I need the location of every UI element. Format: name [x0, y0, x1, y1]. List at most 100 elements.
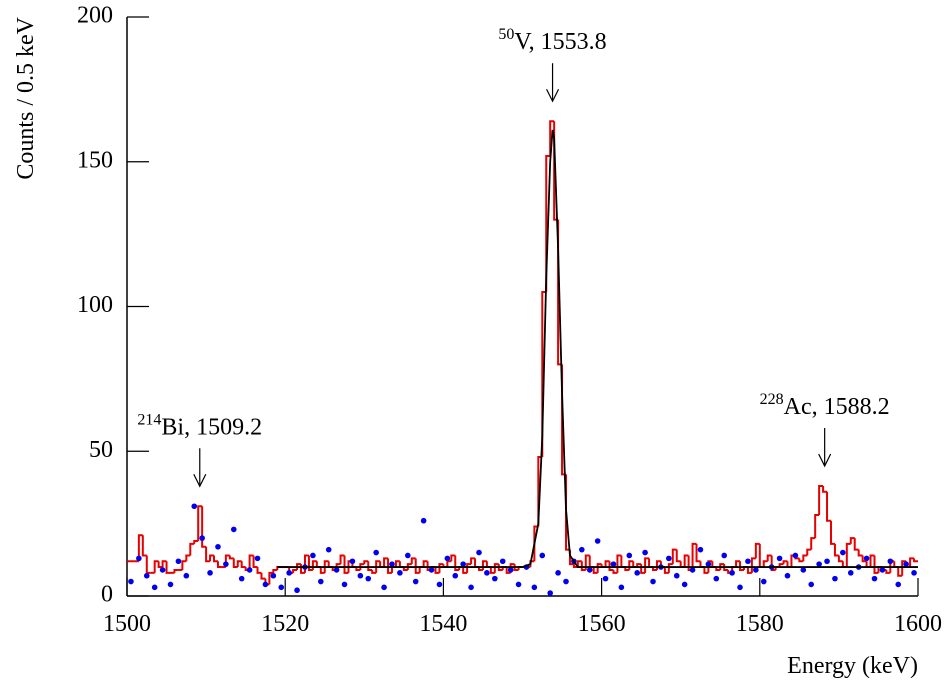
histogram-bin [228, 555, 234, 560]
histogram-bin [806, 548, 812, 556]
data-point [151, 584, 158, 591]
data-point [618, 584, 625, 591]
annotation-text: Ac, 1588.2 [784, 394, 890, 420]
histogram-bin [137, 534, 143, 562]
annotation: 228Ac, 1588.2 [760, 391, 890, 420]
histogram-bin [339, 554, 345, 565]
data-point [310, 552, 316, 559]
data-point [349, 558, 356, 565]
data-point [547, 590, 553, 596]
histogram-bin [837, 555, 843, 563]
data-point [452, 572, 459, 579]
data-point [341, 581, 348, 588]
x-tick-label: 1560 [578, 611, 626, 637]
x-axis-label: Energy (keV) [787, 653, 918, 679]
histogram-bin [691, 542, 697, 570]
data-point [254, 555, 261, 562]
histogram-bin [715, 567, 721, 571]
histogram-bin [719, 563, 725, 570]
histogram-bin [292, 568, 298, 573]
data-point [792, 552, 799, 559]
data-point [610, 561, 617, 567]
histogram-bin [703, 567, 709, 574]
data-point [317, 578, 324, 585]
data-point [666, 555, 672, 562]
histogram-bin [913, 558, 918, 563]
histogram-bin [667, 563, 673, 573]
data-point [428, 567, 435, 573]
histogram-bin [193, 539, 199, 544]
histogram-bin [636, 563, 642, 568]
histogram-bin [608, 561, 614, 571]
histogram-bin [201, 506, 207, 548]
data-point [800, 567, 807, 573]
data-point [492, 575, 498, 582]
data-point [230, 526, 237, 533]
histogram-bin [782, 560, 788, 565]
histogram-bin [592, 567, 598, 574]
y-tick-label: 150 [77, 147, 113, 173]
histogram-bin [671, 548, 677, 565]
data-point [175, 558, 182, 565]
histogram-bin [683, 554, 689, 568]
histogram-bin [822, 485, 828, 493]
annotation-arrowhead [546, 88, 560, 103]
data-point [713, 575, 720, 582]
data-point [476, 549, 482, 556]
annotation-arrowhead [818, 453, 832, 468]
data-point [270, 572, 277, 579]
histogram-bin [367, 561, 373, 571]
data-point [397, 570, 403, 576]
histogram-bin [762, 560, 768, 568]
histogram-bin [422, 560, 428, 568]
histogram-bin [260, 572, 266, 580]
histogram-bin [707, 560, 713, 573]
histogram-bin [869, 554, 875, 568]
annotation-text: V, 1553.8 [514, 29, 606, 55]
histogram-bin [778, 563, 784, 568]
histogram-bin [256, 567, 262, 574]
histogram-bin [363, 560, 369, 565]
histogram-bin [319, 567, 325, 574]
histogram-bin [652, 567, 657, 571]
data-point [602, 575, 609, 582]
histogram-bin [739, 561, 744, 571]
annotation-superscript: 214 [137, 411, 161, 428]
data-point [136, 555, 142, 562]
data-point [760, 578, 767, 585]
histogram-bin [470, 557, 476, 565]
histogram-bin [754, 542, 760, 559]
histogram-bin [798, 558, 804, 563]
histogram-bin [153, 560, 159, 573]
data-point [784, 572, 791, 579]
data-point [555, 570, 561, 576]
histogram-bin [252, 555, 258, 569]
histogram-bin [394, 560, 400, 568]
histogram-bin [723, 564, 729, 571]
data-point [673, 572, 680, 579]
histogram-bin [466, 563, 472, 573]
histogram-bin [434, 567, 440, 574]
histogram-bin [359, 563, 365, 570]
data-point [294, 587, 300, 594]
histogram-bin [232, 558, 238, 569]
histogram-bin [545, 154, 551, 293]
data-point [887, 558, 894, 565]
data-point [697, 546, 704, 553]
histogram-bin [849, 537, 855, 544]
histogram-bin [240, 561, 246, 569]
histogram-bin [505, 567, 511, 574]
y-axis-label: Counts / 0.5 keV [13, 16, 39, 179]
data-point [642, 549, 648, 556]
histogram-bin [141, 535, 147, 557]
data-point [223, 561, 229, 567]
data-point [262, 581, 269, 588]
data-point [444, 555, 451, 562]
x-tick-label: 1540 [419, 611, 467, 637]
histogram-bin [873, 555, 879, 574]
histogram-bin [497, 564, 503, 571]
data-point [626, 552, 633, 559]
histogram-bin [205, 546, 211, 563]
histogram-bin [580, 561, 586, 571]
data-point [143, 572, 150, 579]
